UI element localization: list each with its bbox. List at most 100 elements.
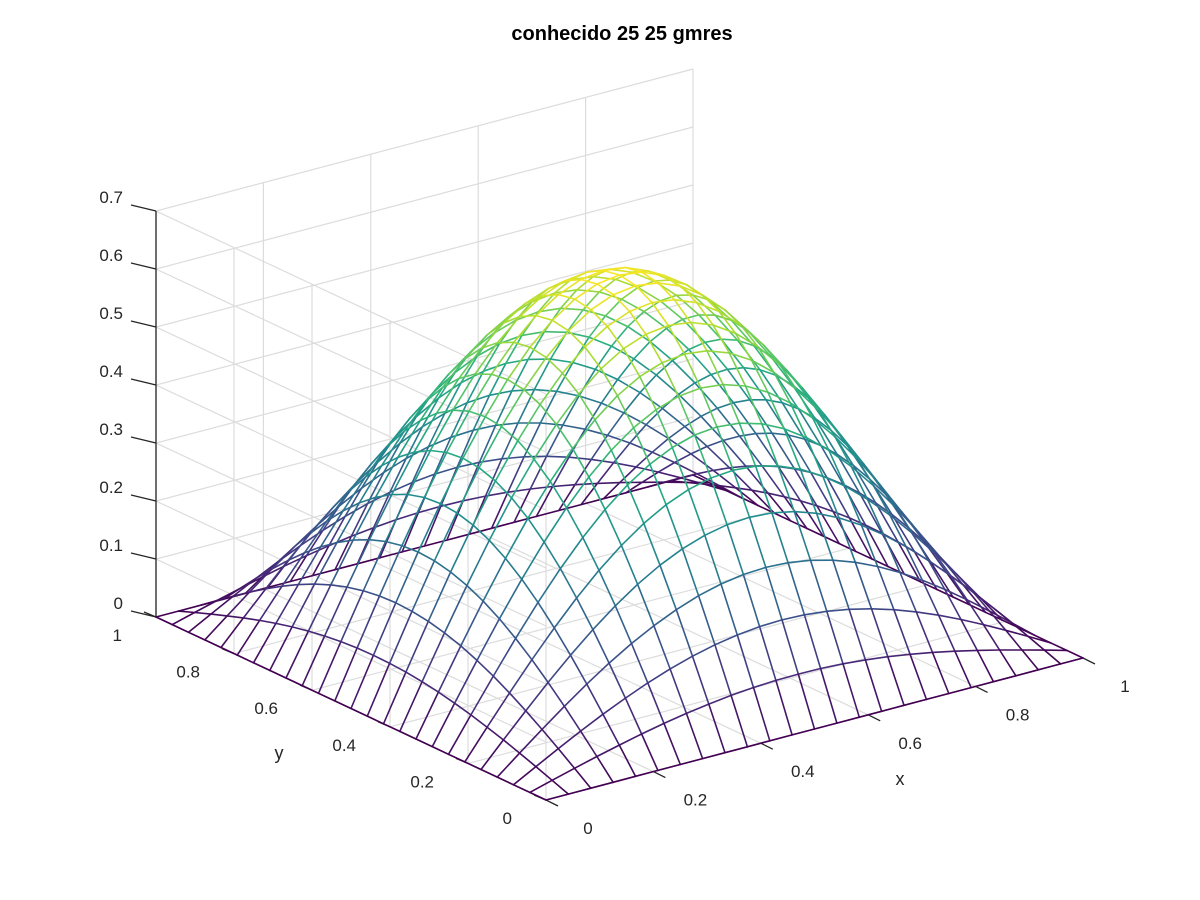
mesh-edge bbox=[659, 547, 684, 567]
mesh-edge bbox=[401, 496, 426, 547]
mesh-edge bbox=[858, 492, 883, 534]
z-tick-label: 0.5 bbox=[99, 304, 123, 323]
mesh-edge bbox=[722, 383, 747, 387]
mesh-edge bbox=[366, 662, 391, 717]
mesh-edge bbox=[458, 347, 483, 380]
mesh-edge bbox=[333, 700, 352, 710]
mesh-edge bbox=[559, 288, 578, 310]
mesh-edge bbox=[777, 465, 802, 502]
mesh-edge bbox=[511, 358, 529, 392]
mesh-edge bbox=[258, 619, 277, 625]
mesh-edge bbox=[866, 498, 891, 516]
mesh-edge bbox=[832, 510, 851, 519]
mesh-edge bbox=[264, 559, 289, 590]
mesh-edge bbox=[730, 686, 755, 697]
mesh-edge bbox=[210, 613, 228, 617]
mesh-edge bbox=[610, 325, 629, 347]
mesh-edge bbox=[641, 271, 659, 284]
mesh-edge bbox=[874, 502, 899, 543]
mesh-edge bbox=[543, 506, 568, 543]
mesh-edge bbox=[303, 520, 328, 554]
mesh-edge bbox=[524, 709, 543, 731]
z-tick-label: 0.1 bbox=[99, 536, 123, 555]
mesh-edge bbox=[575, 597, 594, 631]
mesh-edge bbox=[816, 504, 841, 545]
mesh-edge bbox=[459, 645, 478, 662]
mesh-edge bbox=[535, 293, 560, 317]
mesh-edge bbox=[765, 398, 784, 404]
mesh-edge bbox=[411, 610, 430, 623]
z-tick-label: 0 bbox=[114, 594, 123, 613]
mesh-edge bbox=[429, 409, 454, 452]
mesh-edge bbox=[602, 713, 621, 746]
mesh-edge bbox=[472, 424, 497, 432]
mesh-edge bbox=[563, 705, 582, 732]
mesh-edge bbox=[569, 628, 594, 657]
mesh-edge bbox=[921, 579, 940, 617]
mesh-edge bbox=[529, 485, 554, 490]
mesh-edge bbox=[553, 627, 572, 657]
mesh-edge bbox=[832, 559, 857, 564]
mesh-edge bbox=[707, 694, 732, 705]
mesh-edge bbox=[472, 524, 491, 542]
mesh-edge bbox=[455, 466, 480, 514]
mesh-edge bbox=[925, 692, 950, 701]
x-tick-mark bbox=[1082, 657, 1096, 665]
mesh-edge bbox=[411, 445, 430, 484]
mesh-edge bbox=[338, 487, 363, 508]
mesh-edge bbox=[301, 635, 326, 687]
mesh-edge bbox=[811, 417, 836, 438]
mesh-edge bbox=[555, 423, 574, 450]
mesh-edge bbox=[232, 577, 257, 597]
mesh-edge bbox=[626, 325, 651, 343]
mesh-edge bbox=[236, 619, 261, 656]
mesh-edge bbox=[872, 484, 897, 509]
mesh-edge bbox=[549, 480, 568, 509]
mesh-edge bbox=[155, 616, 174, 626]
mesh-edge bbox=[321, 515, 346, 532]
mesh-edge bbox=[817, 409, 836, 438]
mesh-edge bbox=[329, 584, 348, 588]
mesh-edge bbox=[508, 692, 527, 712]
mesh-edge bbox=[555, 390, 580, 397]
mesh-edge bbox=[518, 728, 543, 754]
mesh-edge bbox=[531, 658, 549, 684]
mesh-edge bbox=[811, 417, 830, 452]
mesh-edge bbox=[661, 353, 686, 364]
mesh-edge bbox=[687, 488, 706, 537]
mesh-edge bbox=[636, 564, 661, 586]
mesh-edge bbox=[242, 617, 261, 622]
mesh-edge bbox=[685, 703, 710, 715]
mesh-edge bbox=[960, 618, 985, 626]
mesh-edge bbox=[439, 457, 464, 505]
mesh-edge bbox=[598, 278, 617, 293]
mesh-edge bbox=[407, 449, 432, 496]
mesh-edge bbox=[697, 594, 716, 646]
mesh-edge bbox=[171, 611, 196, 626]
mesh-edge bbox=[411, 559, 436, 613]
mesh-edge bbox=[476, 659, 495, 677]
grid-line-x bbox=[477, 125, 869, 716]
mesh-edge bbox=[954, 649, 979, 653]
mesh-edge bbox=[311, 568, 336, 577]
mesh-edge bbox=[606, 310, 631, 328]
mesh-edge bbox=[462, 495, 487, 502]
mesh-edge bbox=[952, 596, 971, 606]
mesh-edge bbox=[718, 484, 737, 489]
mesh-edge bbox=[616, 394, 635, 429]
mesh-edge bbox=[596, 481, 621, 485]
mesh-edge bbox=[504, 358, 529, 365]
mesh-edge bbox=[248, 568, 273, 593]
mesh-edge bbox=[848, 607, 873, 611]
mesh-edge bbox=[177, 604, 202, 612]
mesh-edge bbox=[376, 442, 401, 464]
mesh-edge bbox=[590, 293, 615, 311]
mesh-edge bbox=[236, 654, 255, 664]
mesh-edge bbox=[407, 493, 426, 499]
x-tick-label: 1 bbox=[1120, 677, 1129, 696]
mesh-edge bbox=[697, 583, 722, 597]
mesh-edge bbox=[319, 510, 344, 548]
mesh-edge bbox=[1011, 622, 1029, 638]
mesh-edge bbox=[394, 551, 419, 604]
mesh-edge bbox=[537, 307, 562, 313]
